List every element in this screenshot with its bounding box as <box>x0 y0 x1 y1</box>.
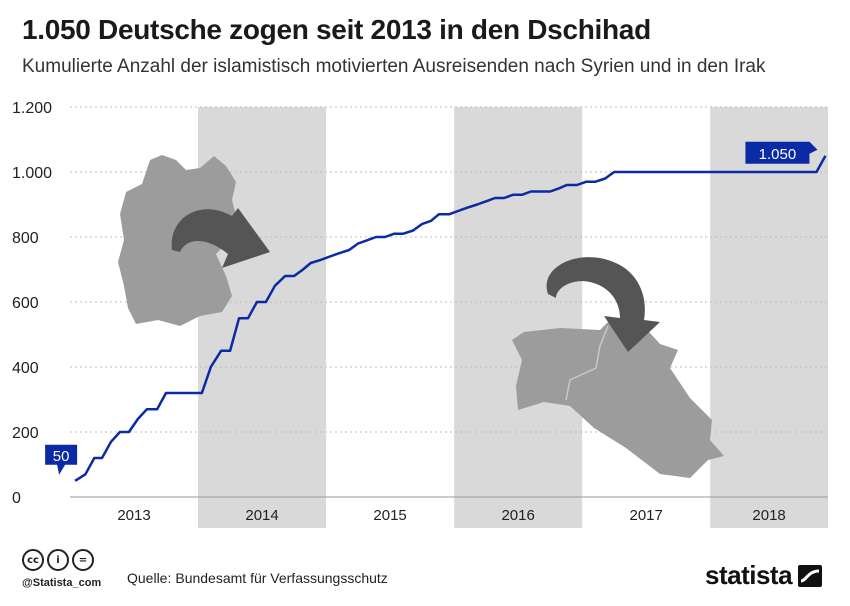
x-tick-2016: 2016 <box>501 507 534 524</box>
chart-title: 1.050 Deutsche zogen seit 2013 in den Ds… <box>22 14 651 45</box>
chart-canvas: 2013 2014 2015 2016 2017 2018 0 200 400 600 800 1.0… <box>12 100 828 528</box>
statista-logo[interactable]: statista <box>705 560 823 591</box>
curved-arrow-syria-iraq-icon <box>546 257 660 352</box>
statista-logo-text: statista <box>705 560 793 590</box>
start-value-label: 50 <box>53 448 70 465</box>
end-value-label-box <box>745 141 818 164</box>
chart-subtitle: Kumulierte Anzahl der islamistisch motiv… <box>22 56 766 77</box>
x-tick-2014: 2014 <box>245 507 278 524</box>
license-icons: cc i = <box>22 549 94 571</box>
syria-iraq-map-icon <box>512 318 724 478</box>
statista-handle[interactable]: @Statista_com <box>22 577 102 589</box>
source-text: Bundesamt für Verfassungsschutz <box>175 570 388 586</box>
cc-icon: cc <box>22 549 44 571</box>
syria-iraq-border-line <box>565 325 609 401</box>
year-band-2018 <box>710 107 828 528</box>
x-tick-2018: 2018 <box>752 507 785 524</box>
y-tick-0: 0 <box>12 490 21 507</box>
y-tick-200: 200 <box>12 425 39 442</box>
y-tick-400: 400 <box>12 360 39 377</box>
y-tick-1200: 1.200 <box>12 100 52 117</box>
year-band-2016 <box>454 107 583 528</box>
y-tick-600: 600 <box>12 295 39 312</box>
statista-logo-icon <box>798 564 823 587</box>
start-value-label-box <box>45 444 78 475</box>
y-tick-1000: 1.000 <box>12 165 52 182</box>
x-tick-2013: 2013 <box>117 507 150 524</box>
x-tick-2015: 2015 <box>373 507 406 524</box>
x-tick-2017: 2017 <box>629 507 662 524</box>
source-line: Quelle: Bundesamt für Verfassungsschutz <box>127 570 388 586</box>
by-icon: i <box>47 549 69 571</box>
series-line <box>74 155 827 482</box>
curved-arrow-germany-icon <box>171 208 270 268</box>
source-label: Quelle: <box>127 570 172 586</box>
end-value-label: 1.050 <box>759 146 797 163</box>
y-tick-800: 800 <box>12 230 39 247</box>
nd-icon: = <box>72 549 94 571</box>
